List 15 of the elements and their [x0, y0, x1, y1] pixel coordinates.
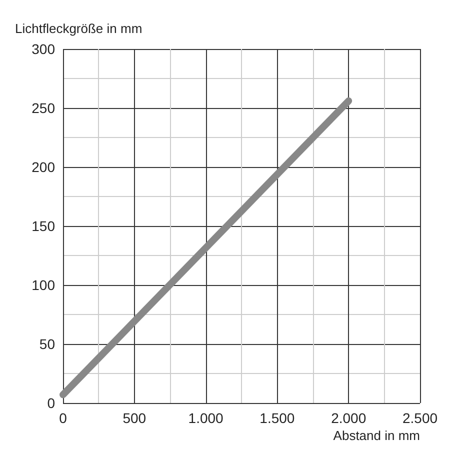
x-tick-label: 1.500	[260, 410, 295, 426]
y-tick-label: 150	[32, 218, 56, 234]
y-tick-label: 200	[32, 159, 56, 175]
y-tick-label: 0	[47, 395, 56, 411]
x-tick-label: 0	[59, 410, 68, 426]
x-tick-label: 500	[122, 410, 146, 426]
y-axis-title: Lichtfleckgröße in mm	[15, 21, 142, 36]
y-tick-label: 50	[39, 336, 56, 352]
x-tick-label: 1.000	[188, 410, 224, 426]
y-tick-label: 300	[32, 41, 56, 57]
x-tick-label: 2.000	[331, 410, 366, 426]
x-tick-label: 2.500	[402, 410, 438, 426]
y-tick-label: 250	[32, 100, 56, 116]
x-axis-title: Abstand in mm	[333, 428, 420, 443]
y-tick-label: 100	[32, 277, 56, 293]
